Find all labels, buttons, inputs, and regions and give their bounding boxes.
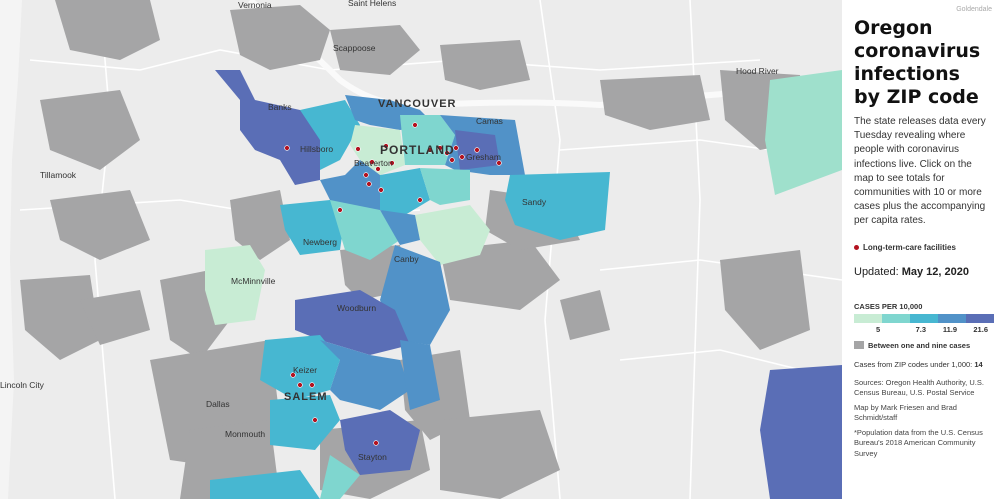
under-1000-line: Cases from ZIP codes under 1,000: 14 (854, 360, 992, 369)
map-labels: Vernonia Saint Helens Scappoose Hood Riv… (0, 0, 779, 462)
town-label-newberg: Newberg (303, 237, 337, 247)
updated-date: May 12, 2020 (901, 265, 969, 278)
updated-line: Updated: May 12, 2020 (854, 266, 992, 278)
legend-swatch-5 (966, 313, 994, 323)
ltc-facility-dots (284, 122, 502, 446)
description: The state releases data every Tuesday re… (854, 116, 986, 227)
town-label-hillsboro: Hillsboro (300, 144, 333, 154)
town-label-tillamook: Tillamook (40, 170, 77, 180)
under-1000-label: Cases from ZIP codes under 1,000: (854, 359, 973, 369)
town-label-dallas: Dallas (206, 399, 230, 409)
legend-ticks: 5 7.3 11.9 21.6 (854, 325, 994, 334)
town-label-saint-helens: Saint Helens (348, 0, 396, 8)
legend-tick: 21.6 (973, 324, 988, 334)
colored-zip-regions (205, 70, 842, 499)
town-label-gresham: Gresham (466, 152, 501, 162)
town-label-woodburn: Woodburn (337, 303, 376, 313)
gray-zip-regions (20, 0, 810, 499)
choropleth-map[interactable]: Vernonia Saint Helens Scappoose Hood Riv… (0, 0, 842, 499)
town-label-banks: Banks (268, 102, 292, 112)
legend-tick: 11.9 (942, 324, 957, 334)
legend-title: CASES PER 10,000 (854, 301, 923, 311)
gray-swatch (854, 341, 864, 350)
town-label-canby: Canby (394, 254, 419, 264)
credit-text: Map by Mark Friesen and Brad Schmidt/sta… (854, 402, 957, 423)
city-label-salem: SALEM (284, 391, 328, 403)
ltc-dot-icon (854, 244, 859, 250)
town-label-sandy: Sandy (522, 197, 547, 207)
town-label-beaverton: Beaverton (354, 158, 393, 168)
info-panel: Goldendale Oregon coronavirus infections… (842, 0, 1000, 499)
town-label-mcminnville: McMinnville (231, 276, 276, 286)
town-label-scappoose: Scappoose (333, 43, 376, 53)
gray-legend-label: Between one and nine cases (868, 340, 971, 350)
town-label-stayton: Stayton (358, 452, 387, 462)
legend-tick: 5 (876, 324, 881, 334)
town-label-vernonia: Vernonia (238, 0, 272, 10)
ltc-legend: Long-term-care facilities (854, 243, 992, 252)
under-1000-value: 14 (974, 359, 983, 369)
legend-swatch-1 (854, 313, 882, 323)
city-label-portland: PORTLAND (380, 143, 455, 157)
page-title: Oregon coronavirus infections by ZIP cod… (854, 17, 981, 108)
ltc-label: Long-term-care facilities (863, 242, 956, 252)
town-label-camas: Camas (476, 116, 503, 126)
city-label-vancouver: VANCOUVER (378, 98, 456, 110)
town-label-lincoln-city: Lincoln City (0, 380, 45, 390)
ocean (0, 0, 22, 499)
legend-color-scale (854, 313, 994, 323)
gray-legend: Between one and nine cases (854, 341, 992, 350)
legend-swatch-2 (882, 313, 910, 323)
footnote-text: *Population data from the U.S. Census Bu… (854, 427, 983, 458)
updated-label: Updated: (854, 265, 899, 278)
legend-swatch-3 (910, 313, 938, 323)
sources-text: Sources: Oregon Health Authority, U.S. C… (854, 377, 984, 398)
town-label-keizer: Keizer (293, 365, 317, 375)
legend-swatch-4 (938, 313, 966, 323)
corner-town-label: Goldendale (956, 6, 992, 13)
town-label-monmouth: Monmouth (225, 429, 265, 439)
town-label-hood-river: Hood River (736, 66, 779, 76)
legend-tick: 7.3 (915, 324, 926, 334)
